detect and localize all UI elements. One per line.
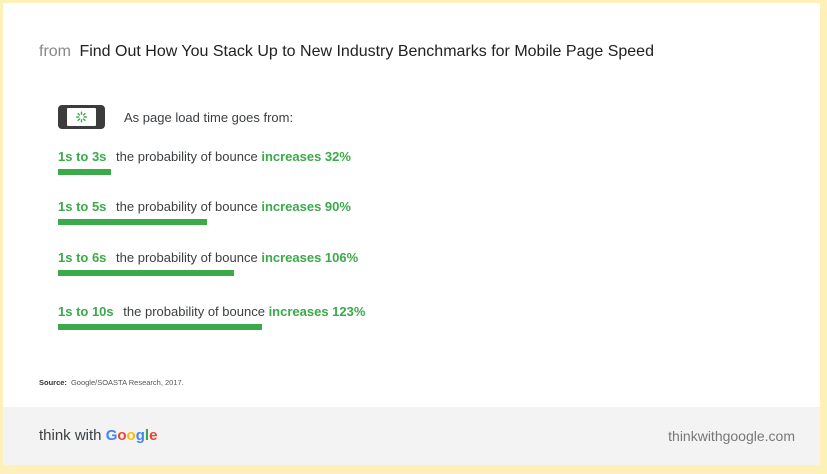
title-text: Find Out How You Stack Up to New Industr… [79, 43, 654, 60]
range-label: 1s to 6s [58, 250, 107, 265]
infographic-card: from Find Out How You Stack Up to New In… [3, 3, 820, 465]
phone-screen [67, 108, 96, 126]
bounce-text: the probability of bounce [116, 250, 258, 265]
brand-prefix: think with [39, 427, 102, 444]
think-with-google-logo: think with Google [39, 427, 157, 444]
row-label-1: 1s to 3s the probability of bounce incre… [58, 149, 351, 164]
increase-label: increases 32% [261, 149, 351, 164]
increase-label: increases 106% [261, 250, 359, 265]
logo-letter: g [135, 427, 145, 444]
page-title: from Find Out How You Stack Up to New In… [39, 43, 654, 61]
increase-label: increases 90% [261, 199, 351, 214]
intro-text: As page load time goes from: [124, 110, 294, 125]
increase-label: increases 123% [268, 304, 366, 319]
bar-4 [58, 324, 262, 330]
source-note: Source: Google/SOASTA Research, 2017. [39, 378, 184, 387]
row-label-3: 1s to 6s the probability of bounce incre… [58, 250, 358, 265]
bounce-text: the probability of bounce [116, 149, 258, 164]
logo-letter: l [144, 427, 150, 444]
bar-2 [58, 219, 207, 225]
site-link[interactable]: thinkwithgoogle.com [668, 428, 795, 444]
source-text: Google/SOASTA Research, 2017. [70, 378, 184, 387]
bar-1 [58, 169, 111, 175]
phone-loading-icon [58, 105, 105, 129]
bounce-text: the probability of bounce [123, 304, 265, 319]
source-label: Source: [39, 378, 67, 387]
logo-letter: o [117, 427, 127, 444]
range-label: 1s to 5s [58, 199, 107, 214]
range-label: 1s to 10s [58, 304, 114, 319]
row-label-2: 1s to 5s the probability of bounce incre… [58, 199, 351, 214]
logo-letter: e [149, 427, 158, 444]
loading-spinner-icon [76, 111, 87, 123]
from-label: from [39, 43, 71, 60]
bar-3 [58, 270, 234, 276]
range-label: 1s to 3s [58, 149, 107, 164]
logo-letter: G [105, 427, 118, 444]
logo-letter: o [126, 427, 136, 444]
row-label-4: 1s to 10s the probability of bounce incr… [58, 304, 365, 319]
bounce-text: the probability of bounce [116, 199, 258, 214]
footer: think with Google thinkwithgoogle.com [3, 407, 820, 465]
